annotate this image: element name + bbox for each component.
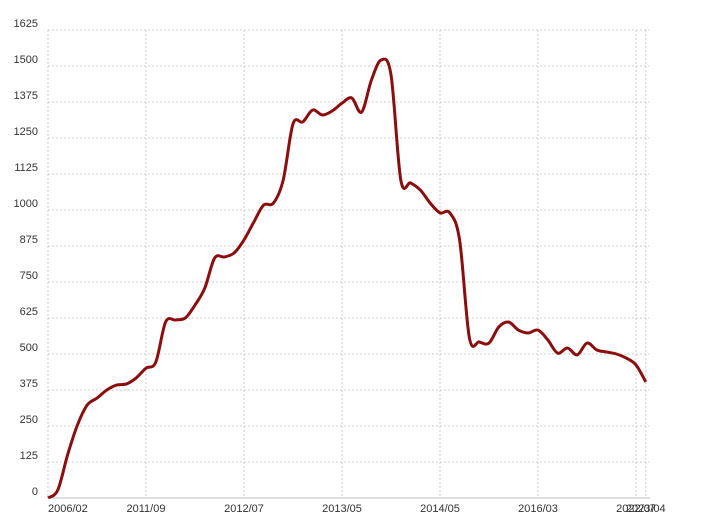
- x-tick-label: 2011/09: [127, 503, 166, 515]
- y-tick-label: 1375: [14, 90, 38, 102]
- y-tick-label: 1000: [14, 198, 38, 210]
- y-tick-label: 375: [20, 378, 38, 390]
- y-tick-label: 125: [20, 450, 38, 462]
- x-tick-label: 2006/02: [48, 503, 88, 515]
- line-series: [47, 57, 648, 500]
- y-tick-label: 1625: [14, 18, 38, 30]
- y-tick-label: 500: [20, 342, 38, 354]
- x-tick-label: 2014/05: [420, 503, 460, 515]
- x-tick-label: 2023/04: [626, 503, 666, 515]
- x-tick-label: 2012/07: [224, 503, 264, 515]
- x-tick-label: 2016/03: [518, 503, 558, 515]
- y-tick-label: 750: [20, 270, 38, 282]
- y-tick-label: 1125: [14, 162, 38, 174]
- x-tick-label: 2013/05: [322, 503, 362, 515]
- y-tick-label: 0: [32, 486, 38, 498]
- x-tick-label: 2022/07: [616, 503, 656, 515]
- y-tick-label: 1250: [14, 126, 38, 138]
- y-tick-label: 1500: [14, 54, 38, 66]
- y-tick-label: 250: [20, 414, 38, 426]
- y-tick-label: 625: [20, 306, 38, 318]
- y-tick-label: 875: [20, 234, 38, 246]
